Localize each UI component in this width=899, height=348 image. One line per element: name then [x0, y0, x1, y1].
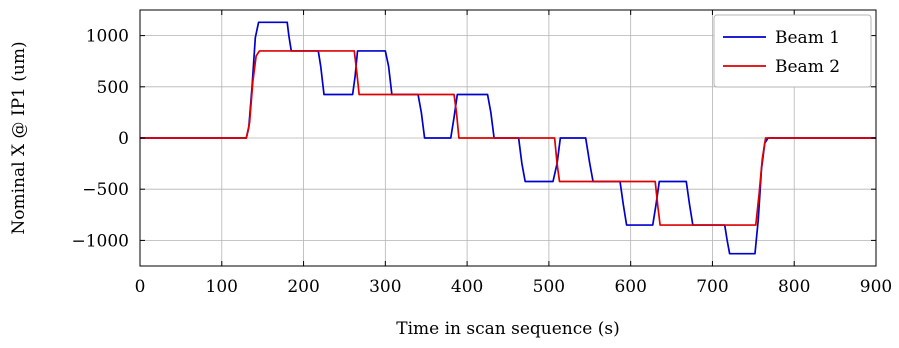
x-tick-label: 800 — [778, 277, 810, 297]
x-tick-label: 200 — [287, 277, 319, 297]
y-tick-label: 0 — [118, 129, 129, 149]
y-axis-label: Nominal X @ IP1 (um) — [9, 41, 29, 234]
x-axis-label: Time in scan sequence (s) — [396, 319, 619, 339]
y-tick-label: 1000 — [86, 27, 129, 47]
legend: Beam 1 Beam 2 — [713, 14, 872, 88]
x-tick-label: 300 — [369, 277, 401, 297]
y-tick-label: 500 — [97, 78, 129, 98]
x-tick-label: 100 — [206, 277, 238, 297]
x-tick-label: 500 — [533, 277, 565, 297]
legend-label: Beam 1 — [775, 28, 840, 48]
x-tick-label: 0 — [135, 277, 146, 297]
x-tick-label: 700 — [696, 277, 728, 297]
axis-ticks: 0 100 200 300 400 500 600 700 800 900 −1000 −500 0 50… — [71, 10, 892, 297]
x-tick-label: 600 — [614, 277, 646, 297]
x-tick-label: 900 — [860, 277, 892, 297]
legend-box — [713, 14, 872, 88]
plot-series — [140, 21, 876, 255]
x-tick-label: 400 — [451, 277, 483, 297]
y-tick-label: −500 — [82, 180, 129, 200]
series-line-beam-2 — [140, 50, 876, 226]
y-tick-label: −1000 — [71, 231, 129, 251]
legend-label: Beam 2 — [775, 57, 840, 77]
